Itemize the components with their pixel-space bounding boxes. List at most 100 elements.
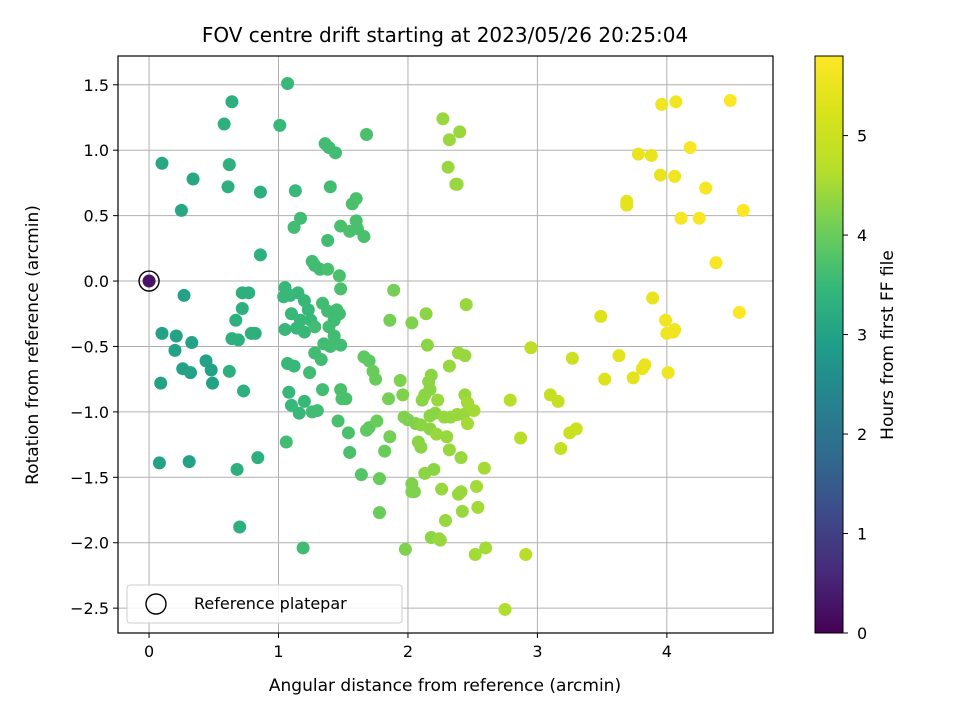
data-point bbox=[294, 211, 308, 225]
legend: Reference platepar bbox=[126, 584, 403, 624]
data-point bbox=[242, 286, 256, 300]
data-point bbox=[569, 422, 583, 436]
data-point bbox=[253, 185, 267, 199]
data-point bbox=[155, 326, 169, 340]
data-point bbox=[378, 444, 392, 458]
data-point bbox=[551, 394, 565, 408]
data-point bbox=[235, 302, 249, 316]
data-point bbox=[237, 384, 251, 398]
data-point bbox=[594, 309, 608, 323]
data-point bbox=[360, 128, 374, 142]
data-point bbox=[692, 211, 706, 225]
data-point bbox=[323, 180, 337, 194]
data-point bbox=[387, 283, 401, 297]
data-point bbox=[308, 320, 322, 334]
plot-frame bbox=[117, 55, 774, 634]
data-point bbox=[341, 426, 355, 440]
data-point bbox=[182, 455, 196, 469]
data-point bbox=[231, 333, 245, 347]
data-point bbox=[393, 373, 407, 387]
data-point bbox=[183, 366, 197, 380]
data-point bbox=[327, 329, 341, 343]
data-point bbox=[424, 368, 438, 382]
x-ticks: 0 1 2 3 4 bbox=[144, 633, 672, 661]
data-point bbox=[420, 338, 434, 352]
data-point bbox=[461, 417, 475, 431]
data-point bbox=[407, 485, 421, 499]
data-point bbox=[229, 313, 243, 327]
data-point bbox=[297, 325, 311, 339]
data-point bbox=[454, 451, 468, 465]
data-point bbox=[661, 366, 675, 380]
data-point bbox=[382, 392, 396, 406]
data-point bbox=[296, 541, 310, 555]
data-point bbox=[674, 211, 688, 225]
data-point bbox=[362, 354, 376, 368]
data-point bbox=[354, 468, 368, 482]
data-point bbox=[669, 95, 683, 109]
data-points bbox=[138, 76, 750, 616]
y-tick-label: 0.0 bbox=[84, 272, 109, 291]
data-point bbox=[732, 305, 746, 319]
data-point bbox=[292, 406, 306, 420]
y-tick-label: −0.5 bbox=[70, 337, 109, 356]
data-point bbox=[321, 233, 335, 247]
data-point bbox=[174, 203, 188, 217]
data-point bbox=[709, 256, 723, 270]
y-tick-label: 1.0 bbox=[84, 141, 109, 160]
colorbar-ticks: 0 1 2 3 4 5 bbox=[843, 127, 867, 643]
data-point bbox=[345, 197, 359, 211]
data-point bbox=[450, 177, 464, 191]
y-tick-label: 1.5 bbox=[84, 76, 109, 95]
data-point bbox=[323, 339, 337, 353]
data-point bbox=[554, 442, 568, 456]
data-point bbox=[343, 445, 357, 459]
data-point bbox=[357, 230, 371, 244]
data-point bbox=[396, 388, 410, 402]
data-point bbox=[431, 393, 445, 407]
data-point bbox=[248, 326, 262, 340]
data-point bbox=[631, 147, 645, 161]
data-point bbox=[372, 506, 386, 520]
data-point bbox=[442, 359, 456, 373]
data-point bbox=[398, 542, 412, 556]
colorbar-label: Hours from first FF file bbox=[878, 250, 898, 440]
data-point bbox=[334, 338, 348, 352]
data-point bbox=[423, 383, 437, 397]
colorbar-tick-label: 1 bbox=[857, 525, 867, 544]
data-point bbox=[332, 269, 346, 283]
data-point bbox=[470, 479, 484, 493]
data-point bbox=[221, 180, 235, 194]
data-point bbox=[419, 307, 433, 321]
data-point bbox=[204, 363, 218, 377]
data-point bbox=[565, 351, 579, 365]
data-point bbox=[427, 462, 441, 476]
data-point bbox=[442, 443, 456, 457]
data-point bbox=[281, 76, 295, 90]
data-point bbox=[683, 141, 697, 155]
data-point bbox=[154, 376, 168, 390]
data-point bbox=[282, 385, 296, 399]
data-point bbox=[468, 547, 482, 561]
data-point bbox=[644, 148, 658, 162]
data-point bbox=[225, 95, 239, 109]
data-point bbox=[429, 427, 443, 441]
data-point bbox=[668, 169, 682, 183]
data-point bbox=[455, 504, 469, 518]
data-point bbox=[479, 541, 493, 555]
data-point bbox=[205, 376, 219, 390]
data-point bbox=[442, 133, 456, 147]
data-point bbox=[653, 168, 667, 182]
data-point bbox=[222, 364, 236, 378]
data-point bbox=[217, 117, 231, 131]
data-point bbox=[383, 313, 397, 327]
data-point bbox=[612, 349, 626, 363]
x-tick-label: 0 bbox=[144, 642, 154, 661]
data-point bbox=[230, 462, 244, 476]
data-point bbox=[659, 313, 673, 327]
data-point bbox=[477, 461, 491, 475]
x-tick-label: 2 bbox=[403, 642, 413, 661]
data-point bbox=[314, 353, 328, 367]
data-point bbox=[310, 404, 324, 418]
data-point bbox=[278, 322, 292, 336]
